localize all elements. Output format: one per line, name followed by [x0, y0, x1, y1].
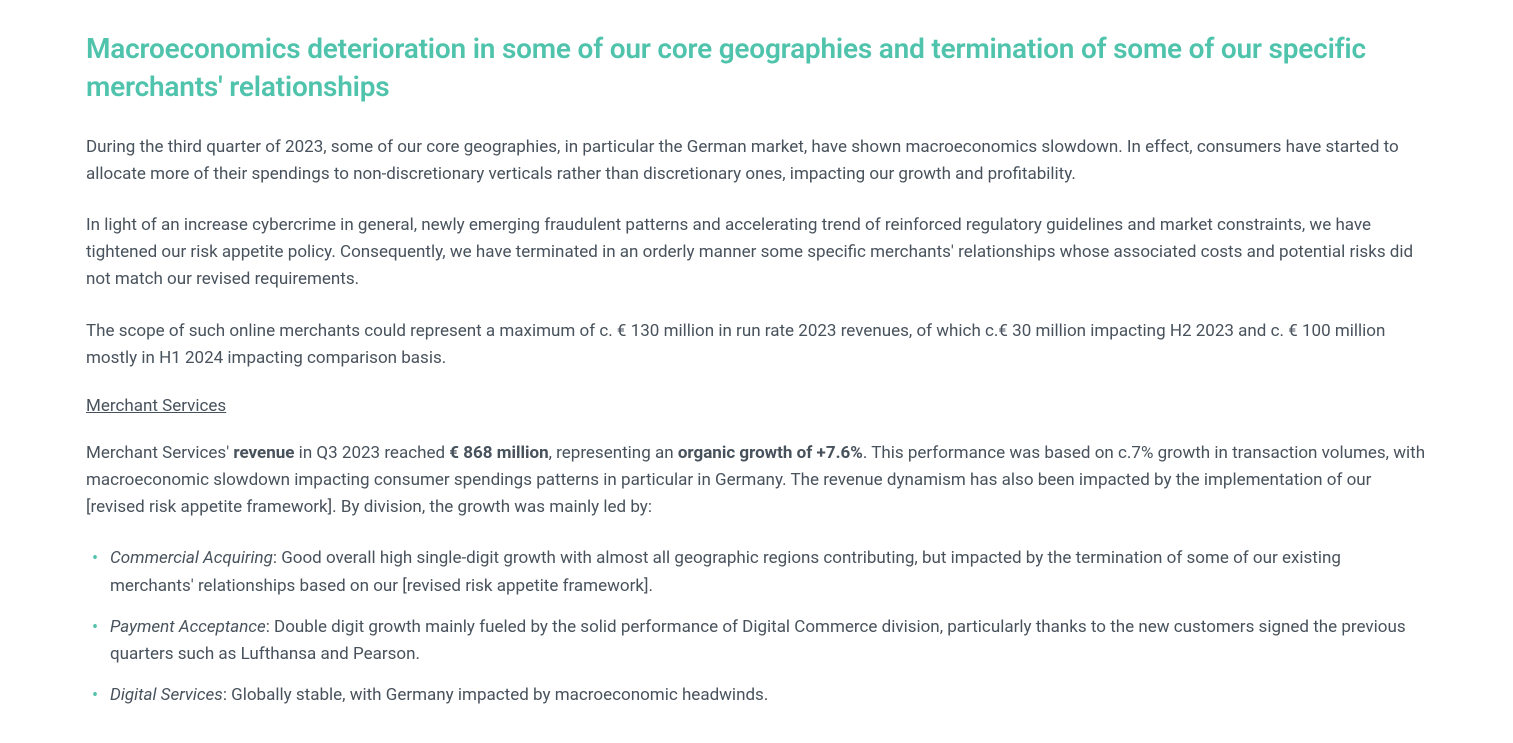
text-fragment: in Q3 2023 reached	[294, 443, 449, 463]
list-item: Payment Acceptance: Double digit growth …	[90, 614, 1427, 668]
bullet-text: : Double digit growth mainly fueled by t…	[110, 617, 1406, 664]
bullet-text: : Globally stable, with Germany impacted…	[223, 685, 769, 705]
division-bullet-list: Commercial Acquiring: Good overall high …	[86, 545, 1427, 709]
paragraph-intro: During the third quarter of 2023, some o…	[86, 134, 1427, 188]
bullet-lead: Digital Services	[110, 685, 223, 705]
subsection-heading: Merchant Services	[86, 396, 1427, 416]
text-fragment: , representing an	[549, 443, 678, 463]
bold-revenue: revenue	[233, 443, 294, 463]
bold-growth: organic growth of +7.6%	[678, 443, 863, 463]
list-item: Digital Services: Globally stable, with …	[90, 682, 1427, 709]
paragraph-risk: In light of an increase cybercrime in ge…	[86, 212, 1427, 294]
text-fragment: Merchant Services'	[86, 443, 233, 463]
bullet-text: : Good overall high single-digit growth …	[110, 548, 1341, 595]
bold-amount: € 868 million	[449, 443, 548, 463]
merchant-services-paragraph: Merchant Services' revenue in Q3 2023 re…	[86, 440, 1427, 522]
bullet-lead: Payment Acceptance	[110, 617, 266, 637]
section-heading: Macroeconomics deterioration in some of …	[86, 30, 1427, 106]
paragraph-scope: The scope of such online merchants could…	[86, 318, 1427, 372]
bullet-lead: Commercial Acquiring	[110, 548, 273, 568]
list-item: Commercial Acquiring: Good overall high …	[90, 545, 1427, 599]
